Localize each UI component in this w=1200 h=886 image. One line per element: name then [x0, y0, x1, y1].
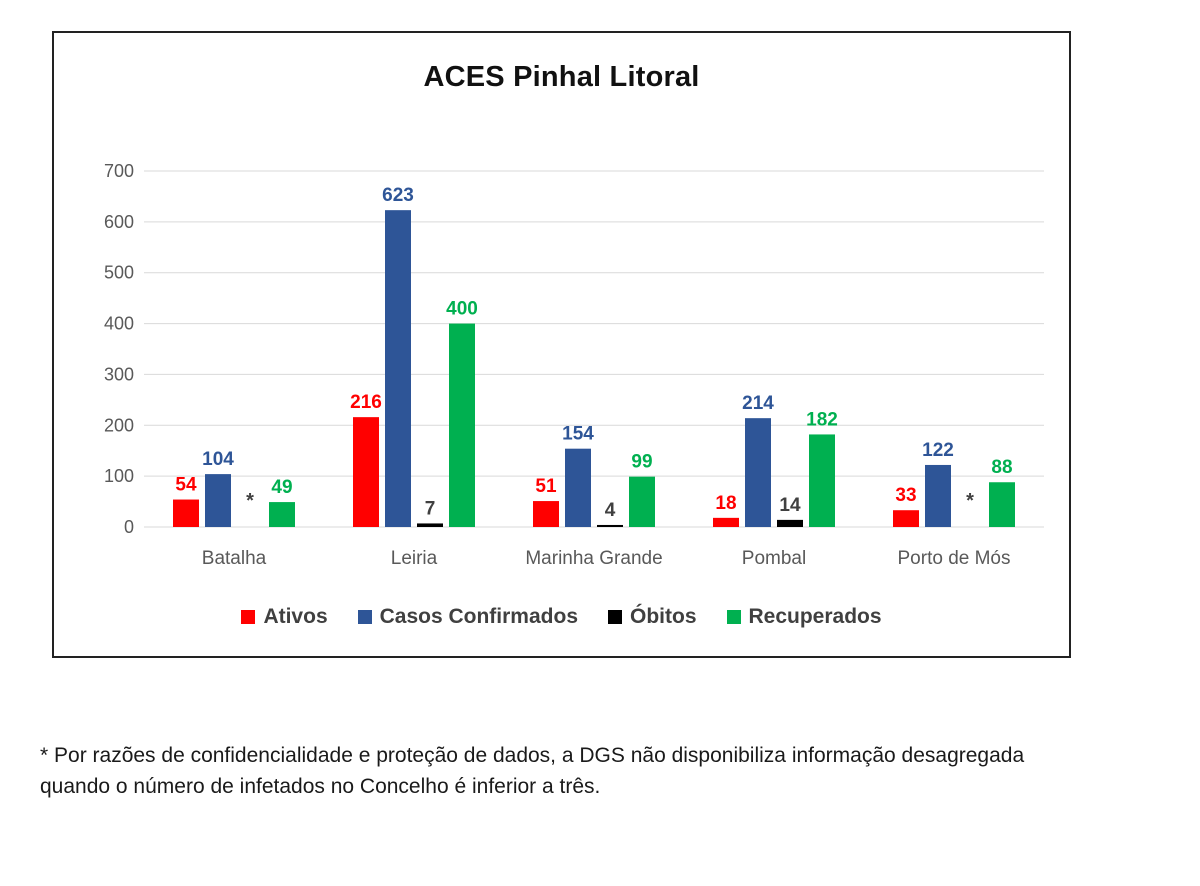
- legend-swatch: [357, 610, 372, 624]
- data-label: 214: [742, 393, 774, 414]
- x-tick-label: Pombal: [742, 548, 806, 569]
- x-tick-label: Porto de Mós: [898, 548, 1011, 569]
- data-label: 4: [605, 500, 616, 521]
- data-label: 49: [271, 477, 292, 498]
- y-tick-label: 500: [104, 263, 134, 283]
- legend-swatch: [726, 610, 741, 624]
- data-label: 182: [806, 409, 838, 430]
- legend-swatch: [608, 610, 622, 624]
- data-label: 104: [202, 449, 234, 470]
- footnote: * Por razões de confidencialidade e prot…: [40, 744, 1025, 798]
- data-label: 14: [779, 495, 801, 516]
- data-label: 18: [715, 493, 736, 514]
- legend-item: Casos Confirmados: [357, 605, 578, 629]
- chart-title: ACES Pinhal Litoral: [423, 61, 700, 93]
- bar: [989, 482, 1015, 527]
- x-tick-label: Leiria: [391, 548, 438, 569]
- y-tick-label: 700: [104, 161, 134, 181]
- legend-label: Óbitos: [630, 605, 697, 628]
- legend-item: Ativos: [241, 605, 328, 629]
- data-label: 33: [895, 485, 916, 506]
- data-label: 51: [535, 476, 557, 497]
- data-label: 88: [991, 457, 1012, 478]
- bar: [533, 501, 559, 527]
- data-label: 54: [175, 475, 197, 496]
- chart-frame: ACES Pinhal Litoral 0 100 200 300 400 500 600 7…: [52, 31, 1071, 658]
- legend-label: Ativos: [263, 605, 328, 628]
- bar: [449, 323, 475, 527]
- bar: [745, 418, 771, 527]
- data-label: 7: [425, 498, 436, 519]
- data-label: *: [246, 490, 254, 512]
- bar: [629, 476, 655, 527]
- y-tick-label: 300: [104, 364, 134, 384]
- bar: [893, 510, 919, 527]
- data-label: 154: [562, 424, 594, 445]
- bar: [565, 448, 591, 527]
- bar: [777, 519, 803, 527]
- data-label: 122: [922, 440, 954, 461]
- chart-legend: Ativos Casos Confirmados Óbitos Recuperados: [54, 605, 1069, 629]
- data-label: 400: [446, 299, 478, 320]
- data-label: 623: [382, 185, 414, 206]
- y-tick-label: 600: [104, 212, 134, 232]
- bar: [597, 524, 623, 527]
- legend-item: Óbitos: [608, 605, 697, 629]
- bar: [173, 499, 199, 527]
- bar: [713, 517, 739, 527]
- data-label: 216: [350, 392, 382, 413]
- data-label: 99: [631, 452, 652, 473]
- x-tick-label: Marinha Grande: [525, 548, 662, 569]
- bar: [269, 502, 295, 527]
- y-tick-label: 100: [104, 466, 134, 486]
- legend-label: Recuperados: [748, 605, 882, 628]
- y-tick-label: 200: [104, 415, 134, 435]
- bar: [809, 434, 835, 527]
- y-tick-label: 400: [104, 314, 134, 334]
- legend-label: Casos Confirmados: [379, 605, 578, 628]
- data-label: *: [966, 490, 974, 512]
- bar: [925, 464, 951, 527]
- x-tick-label: Batalha: [202, 548, 267, 569]
- bar: [205, 474, 231, 527]
- legend-item: Recuperados: [726, 605, 882, 629]
- legend-swatch: [241, 610, 256, 624]
- bar: [353, 417, 379, 527]
- bar: [417, 523, 443, 527]
- y-tick-label: 0: [124, 517, 134, 537]
- bar: [385, 210, 411, 527]
